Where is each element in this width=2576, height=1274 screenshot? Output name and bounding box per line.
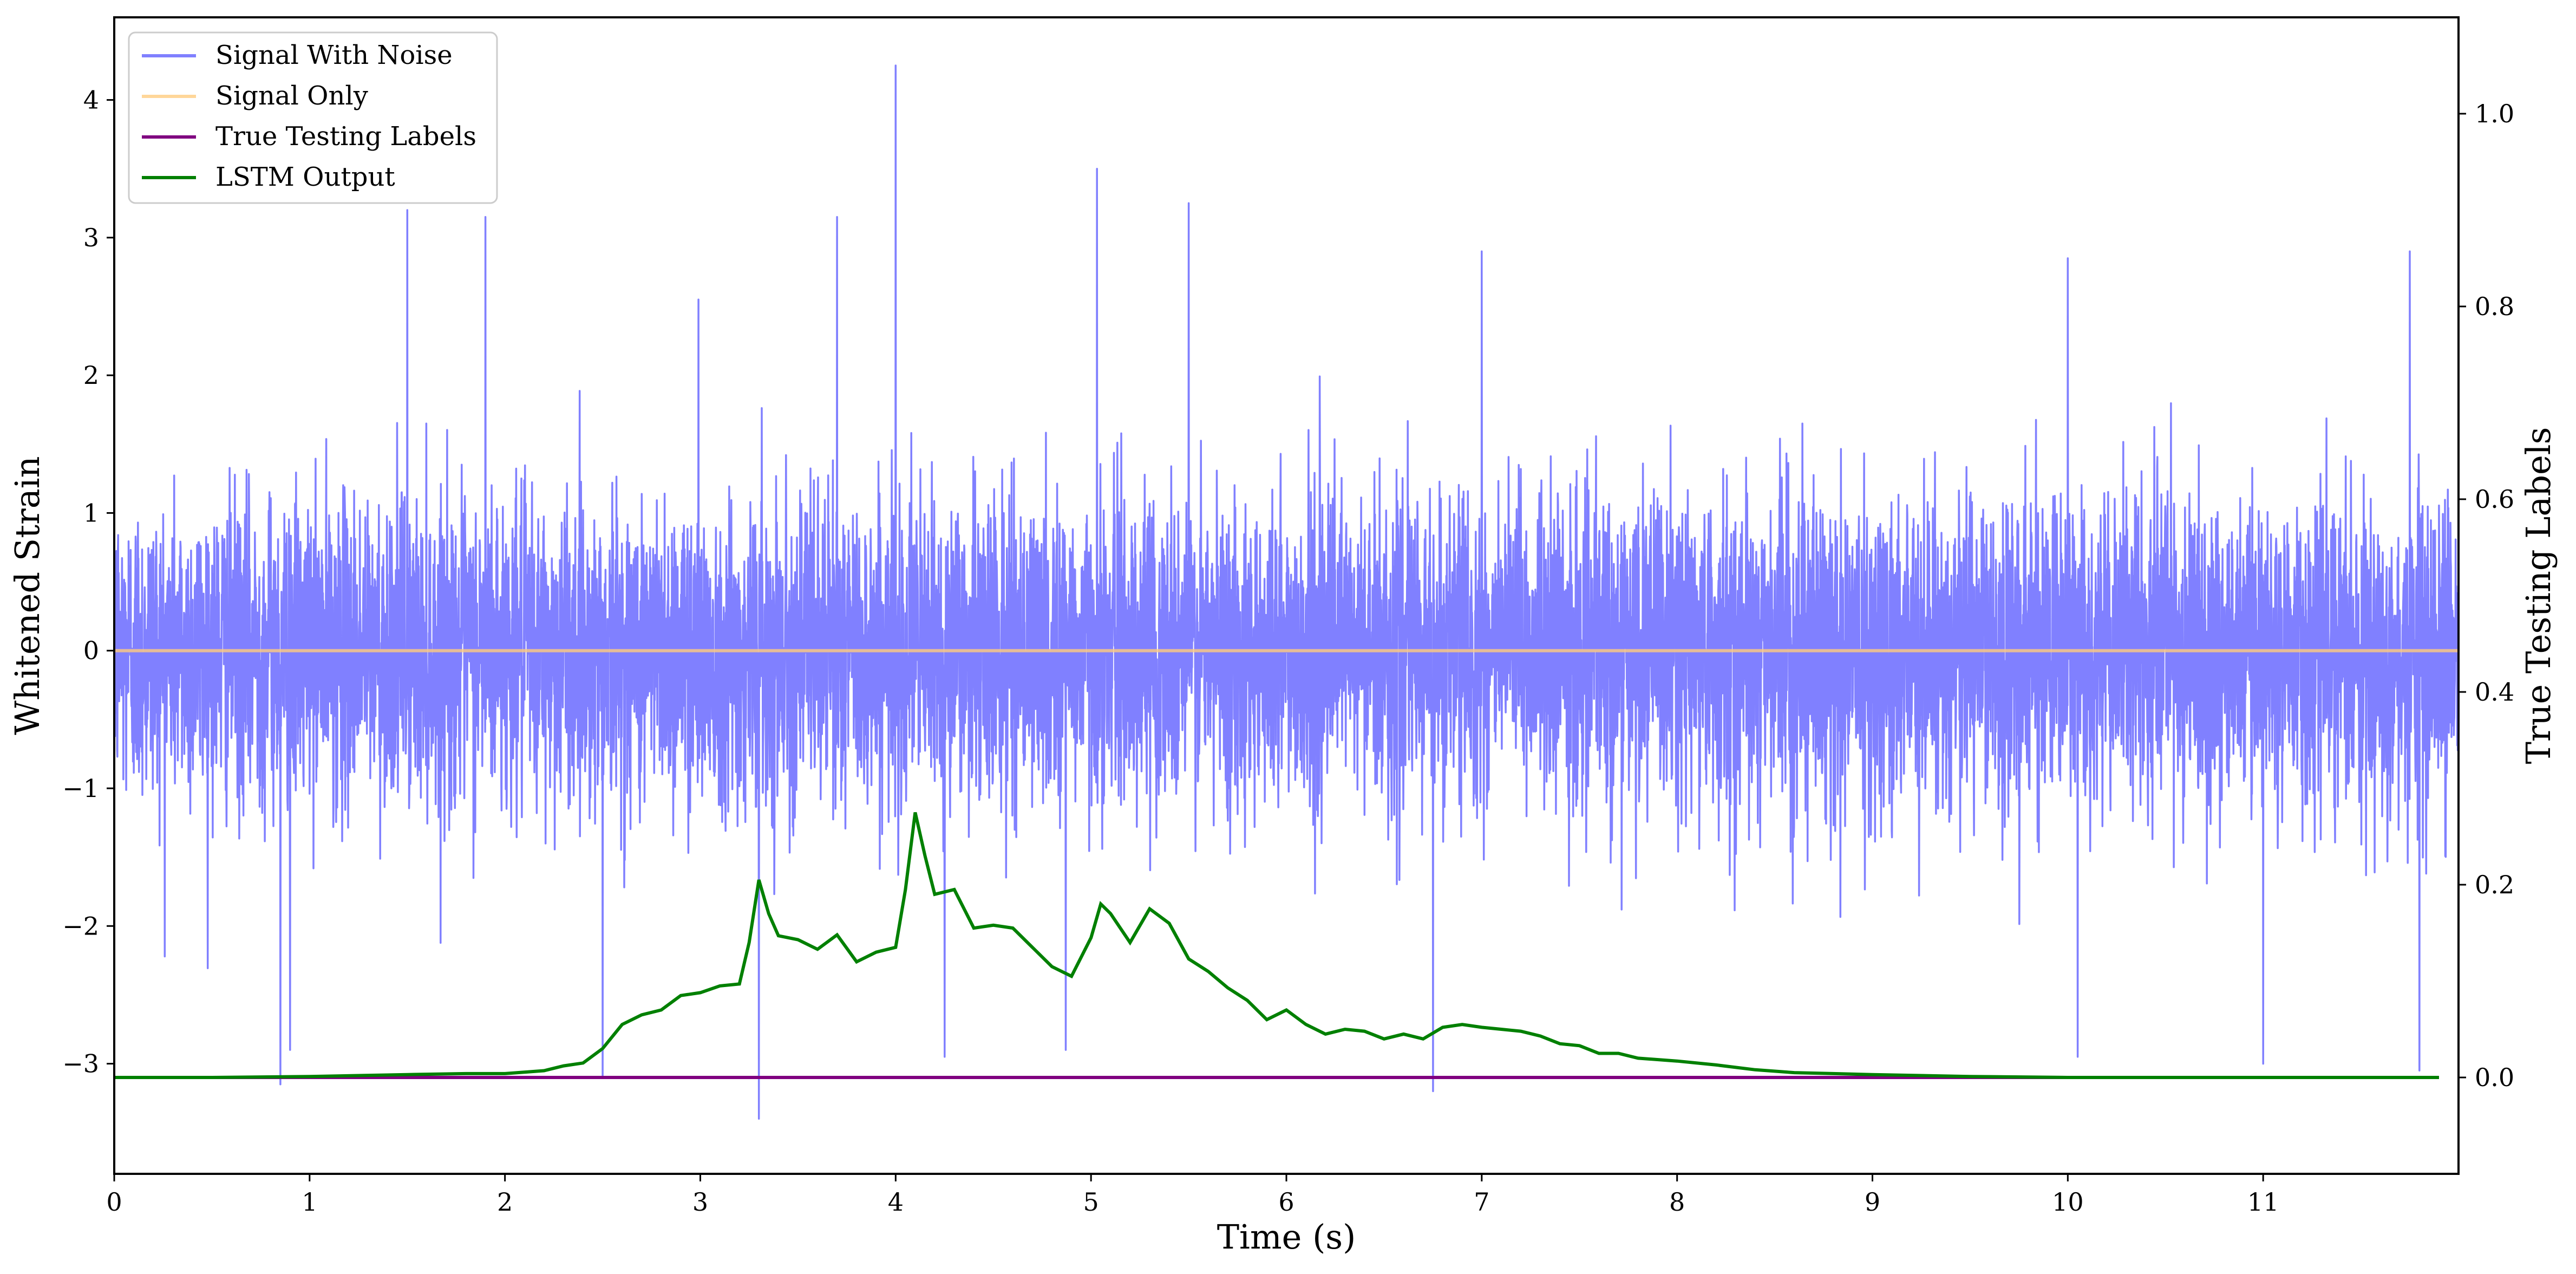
y-left-tick-label: 1 bbox=[83, 498, 99, 527]
x-tick-label: 9 bbox=[1865, 1187, 1880, 1217]
y-left-tick-label: 2 bbox=[83, 361, 99, 390]
y-right-axis-ticks: 0.0 0.2 0.4 0.6 0.8 1.0 bbox=[2459, 99, 2514, 1092]
y-right-tick-label: 0.6 bbox=[2475, 485, 2514, 514]
legend-box bbox=[128, 31, 498, 204]
x-tick-label: 6 bbox=[1278, 1187, 1294, 1217]
y-left-tick-label: −3 bbox=[62, 1049, 99, 1079]
y-left-tick-label: −1 bbox=[62, 774, 99, 803]
y-right-axis-title: True Testing Labels bbox=[2519, 427, 2558, 765]
y-left-axis-ticks: −3 −2 −1 0 1 2 3 4 bbox=[62, 86, 114, 1079]
legend: Signal With Noise Signal Only True Testi… bbox=[128, 31, 498, 204]
y-right-tick-label: 1.0 bbox=[2475, 99, 2514, 128]
y-right-tick-label: 0.0 bbox=[2475, 1063, 2514, 1092]
x-tick-label: 7 bbox=[1474, 1187, 1489, 1217]
legend-label-true-testing-labels: True Testing Labels bbox=[215, 121, 476, 152]
x-tick-label: 11 bbox=[2247, 1187, 2279, 1217]
signal-with-noise-series bbox=[114, 64, 2459, 1120]
y-left-tick-label: −2 bbox=[62, 911, 99, 940]
legend-label-signal-with-noise: Signal With Noise bbox=[215, 40, 453, 70]
y-left-tick-label: 3 bbox=[83, 223, 99, 252]
x-tick-label: 2 bbox=[497, 1187, 513, 1217]
x-tick-label: 10 bbox=[2052, 1187, 2084, 1217]
x-axis-ticks: 0 1 2 3 4 5 6 7 8 9 10 11 bbox=[106, 1174, 2279, 1217]
y-right-tick-label: 0.8 bbox=[2475, 292, 2514, 321]
x-tick-label: 8 bbox=[1669, 1187, 1685, 1217]
y-left-tick-label: 4 bbox=[83, 86, 99, 115]
x-tick-label: 3 bbox=[692, 1187, 708, 1217]
y-left-tick-label: 0 bbox=[83, 636, 99, 665]
x-tick-label: 5 bbox=[1083, 1187, 1099, 1217]
x-tick-label: 0 bbox=[106, 1187, 122, 1217]
x-tick-label: 4 bbox=[888, 1187, 904, 1217]
x-axis-title: Time (s) bbox=[1217, 1217, 1356, 1257]
lstm-output-line bbox=[114, 812, 2439, 1079]
y-right-tick-label: 0.4 bbox=[2475, 677, 2514, 707]
x-tick-label: 1 bbox=[302, 1187, 317, 1217]
signal-with-noise-line bbox=[114, 64, 2459, 1120]
y-right-tick-label: 0.2 bbox=[2475, 870, 2514, 899]
legend-label-signal-only: Signal Only bbox=[215, 81, 368, 111]
y-left-axis-title: Whitened Strain bbox=[8, 456, 47, 735]
legend-label-lstm-output: LSTM Output bbox=[215, 162, 395, 192]
